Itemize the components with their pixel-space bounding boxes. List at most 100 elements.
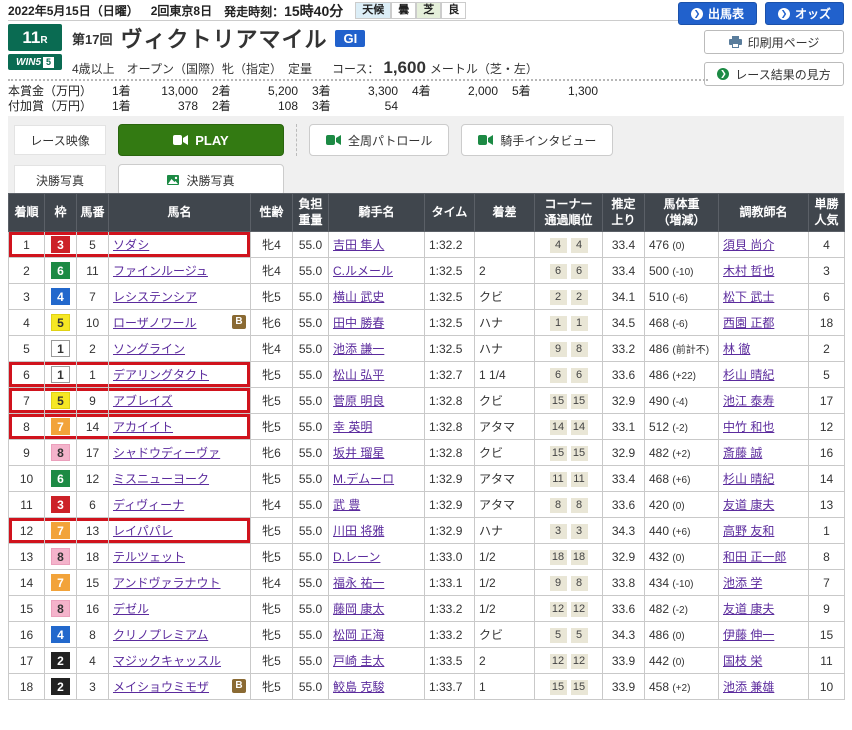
horse-name-link[interactable]: アブレイズ: [113, 394, 173, 408]
weather-label: 天候: [355, 2, 392, 19]
carried-weight-cell: 55.0: [292, 673, 329, 700]
jockey-name-link[interactable]: 幸 英明: [333, 420, 373, 434]
jockey-name-link[interactable]: C.ルメール: [333, 264, 394, 278]
horse-name-link[interactable]: ソダシ: [113, 238, 150, 252]
trainer-name-link[interactable]: 高野 友和: [723, 524, 775, 538]
trainer-name-link[interactable]: 伊藤 伸一: [723, 628, 775, 642]
trainer-name-link[interactable]: 杉山 晴紀: [723, 368, 775, 382]
body-weight-diff: (前計不): [672, 345, 710, 356]
play-button[interactable]: PLAY: [118, 124, 284, 156]
horse-name-link[interactable]: デアリングタクト: [113, 368, 210, 382]
popularity-cell: 18: [808, 309, 845, 336]
corner-position: 8: [570, 341, 588, 357]
jockey-name-link[interactable]: 武 豊: [333, 498, 361, 512]
print-page-button[interactable]: 印刷用ページ: [704, 30, 844, 54]
jockey-name-link[interactable]: 田中 勝春: [333, 316, 385, 330]
jockey-name-link[interactable]: 福永 祐一: [333, 576, 385, 590]
corner-position: 15: [549, 679, 567, 695]
horse-name-link[interactable]: デゼル: [113, 602, 150, 616]
finish-photo-button[interactable]: 決勝写真: [118, 164, 284, 196]
column-header: 騎手名: [328, 193, 425, 232]
jockey-name-link[interactable]: 松岡 正海: [333, 628, 385, 642]
trainer-name-link[interactable]: 和田 正一郎: [723, 550, 787, 564]
trainer-name-link[interactable]: 杉山 晴紀: [723, 472, 775, 486]
horse-name-link[interactable]: マジックキャッスル: [113, 654, 222, 668]
prize-amount: 13,000: [161, 84, 198, 98]
margin-cell: ハナ: [474, 309, 535, 336]
turf-value: 良: [441, 2, 467, 19]
horse-name-link[interactable]: ローザノワール: [113, 316, 197, 330]
jockey-name-link[interactable]: 池添 謙一: [333, 342, 385, 356]
horse-name-link[interactable]: アンドヴァラナウト: [113, 576, 221, 590]
horse-name-link[interactable]: ディヴィーナ: [113, 498, 185, 512]
horse-name-link[interactable]: ミスニューヨーク: [113, 472, 210, 486]
trainer-name-link[interactable]: 林 徹: [723, 342, 751, 356]
popularity-cell: 11: [808, 647, 845, 674]
jockey-name-link[interactable]: 鮫島 克駿: [333, 680, 385, 694]
horse-name-link[interactable]: ソングライン: [113, 342, 186, 356]
jockey-name-link[interactable]: 坂井 瑠星: [333, 446, 385, 460]
jockey-name-link[interactable]: 松山 弘平: [333, 368, 385, 382]
trainer-name-link[interactable]: 須貝 尚介: [723, 238, 775, 252]
horse-name-link[interactable]: アカイイト: [113, 420, 174, 434]
prize-amount: 54: [384, 99, 398, 113]
trainer-name-link[interactable]: 友道 康夫: [723, 498, 775, 512]
corner-position: 14: [570, 419, 588, 435]
trainer-name-link[interactable]: 池添 学: [723, 576, 763, 590]
sex-age-cell: 牝5: [250, 517, 293, 544]
finish-position-cell: 16: [8, 621, 45, 648]
trainer-name-link[interactable]: 友道 康夫: [723, 602, 775, 616]
bracket-cell: 4: [44, 621, 77, 648]
jockey-name-link[interactable]: 菅原 明良: [333, 394, 385, 408]
jockey-interview-button[interactable]: 騎手インタビュー: [461, 124, 614, 156]
margin-cell: アタマ: [474, 413, 535, 440]
horse-name-link[interactable]: クリノプレミアム: [113, 628, 209, 642]
horse-number-cell: 18: [76, 543, 109, 570]
corner-position: 11: [570, 471, 588, 487]
weather-chips: 天候 曇 芝 良: [355, 2, 467, 19]
jockey-name-link[interactable]: 吉田 隼人: [333, 238, 385, 252]
trainer-name-link[interactable]: 斎藤 誠: [723, 446, 763, 460]
margin-cell: アタマ: [474, 491, 535, 518]
horse-name-link[interactable]: テルツェット: [113, 550, 186, 564]
trainer-name-link[interactable]: 木村 哲也: [723, 264, 775, 278]
bracket-number-box: 5: [51, 392, 70, 409]
trainer-name-link[interactable]: 中竹 和也: [723, 420, 775, 434]
jockey-name-link[interactable]: 藤岡 康太: [333, 602, 385, 616]
jockey-cell: 藤岡 康太: [328, 595, 425, 622]
jockey-name-link[interactable]: 戸崎 圭太: [333, 654, 385, 668]
horse-name-link[interactable]: メイショウミモザ: [113, 680, 210, 694]
result-guide-button[interactable]: ❯ レース結果の見方: [704, 62, 844, 86]
jockey-name-link[interactable]: D.レーン: [333, 550, 381, 564]
trainer-name-link[interactable]: 池添 兼雄: [723, 680, 775, 694]
odds-button[interactable]: ❯ オッズ: [764, 2, 844, 25]
body-weight-cell: 482 (-2): [644, 595, 719, 622]
trainer-name-link[interactable]: 松下 武士: [723, 290, 775, 304]
finish-position-cell: 9: [8, 439, 45, 466]
entries-button[interactable]: ❯ 出馬表: [677, 2, 757, 25]
body-weight-cell: 442 (0): [644, 647, 719, 674]
sex-age-cell: 牝6: [250, 309, 293, 336]
carried-weight-cell: 55.0: [292, 465, 329, 492]
race-number: 11: [22, 28, 41, 47]
sex-age-cell: 牝4: [250, 335, 293, 362]
course-detail: メートル（芝・左）: [429, 62, 538, 76]
jockey-name-link[interactable]: M.デムーロ: [333, 472, 395, 486]
jockey-name-link[interactable]: 川田 将雅: [333, 524, 385, 538]
carried-weight-cell: 55.0: [292, 335, 329, 362]
horse-name-link[interactable]: レイパパレ: [113, 524, 173, 538]
jockey-cell: 鮫島 克駿: [328, 673, 425, 700]
last-3f-cell: 33.4: [602, 231, 645, 258]
patrol-video-button[interactable]: 全周パトロール: [309, 124, 450, 156]
trainer-name-link[interactable]: 国枝 栄: [723, 654, 763, 668]
horse-name-link[interactable]: ファインルージュ: [113, 264, 208, 278]
trainer-name-link[interactable]: 西園 正都: [723, 316, 775, 330]
horse-name-link[interactable]: レシステンシア: [113, 290, 198, 304]
jockey-name-link[interactable]: 横山 武史: [333, 290, 385, 304]
body-weight-diff: (-2): [672, 422, 688, 434]
carried-weight-cell: 55.0: [292, 257, 329, 284]
trainer-name-link[interactable]: 池江 泰寿: [723, 394, 775, 408]
horse-name-link[interactable]: シャドウディーヴァ: [113, 446, 221, 460]
body-weight-cell: 500 (-10): [644, 257, 719, 284]
